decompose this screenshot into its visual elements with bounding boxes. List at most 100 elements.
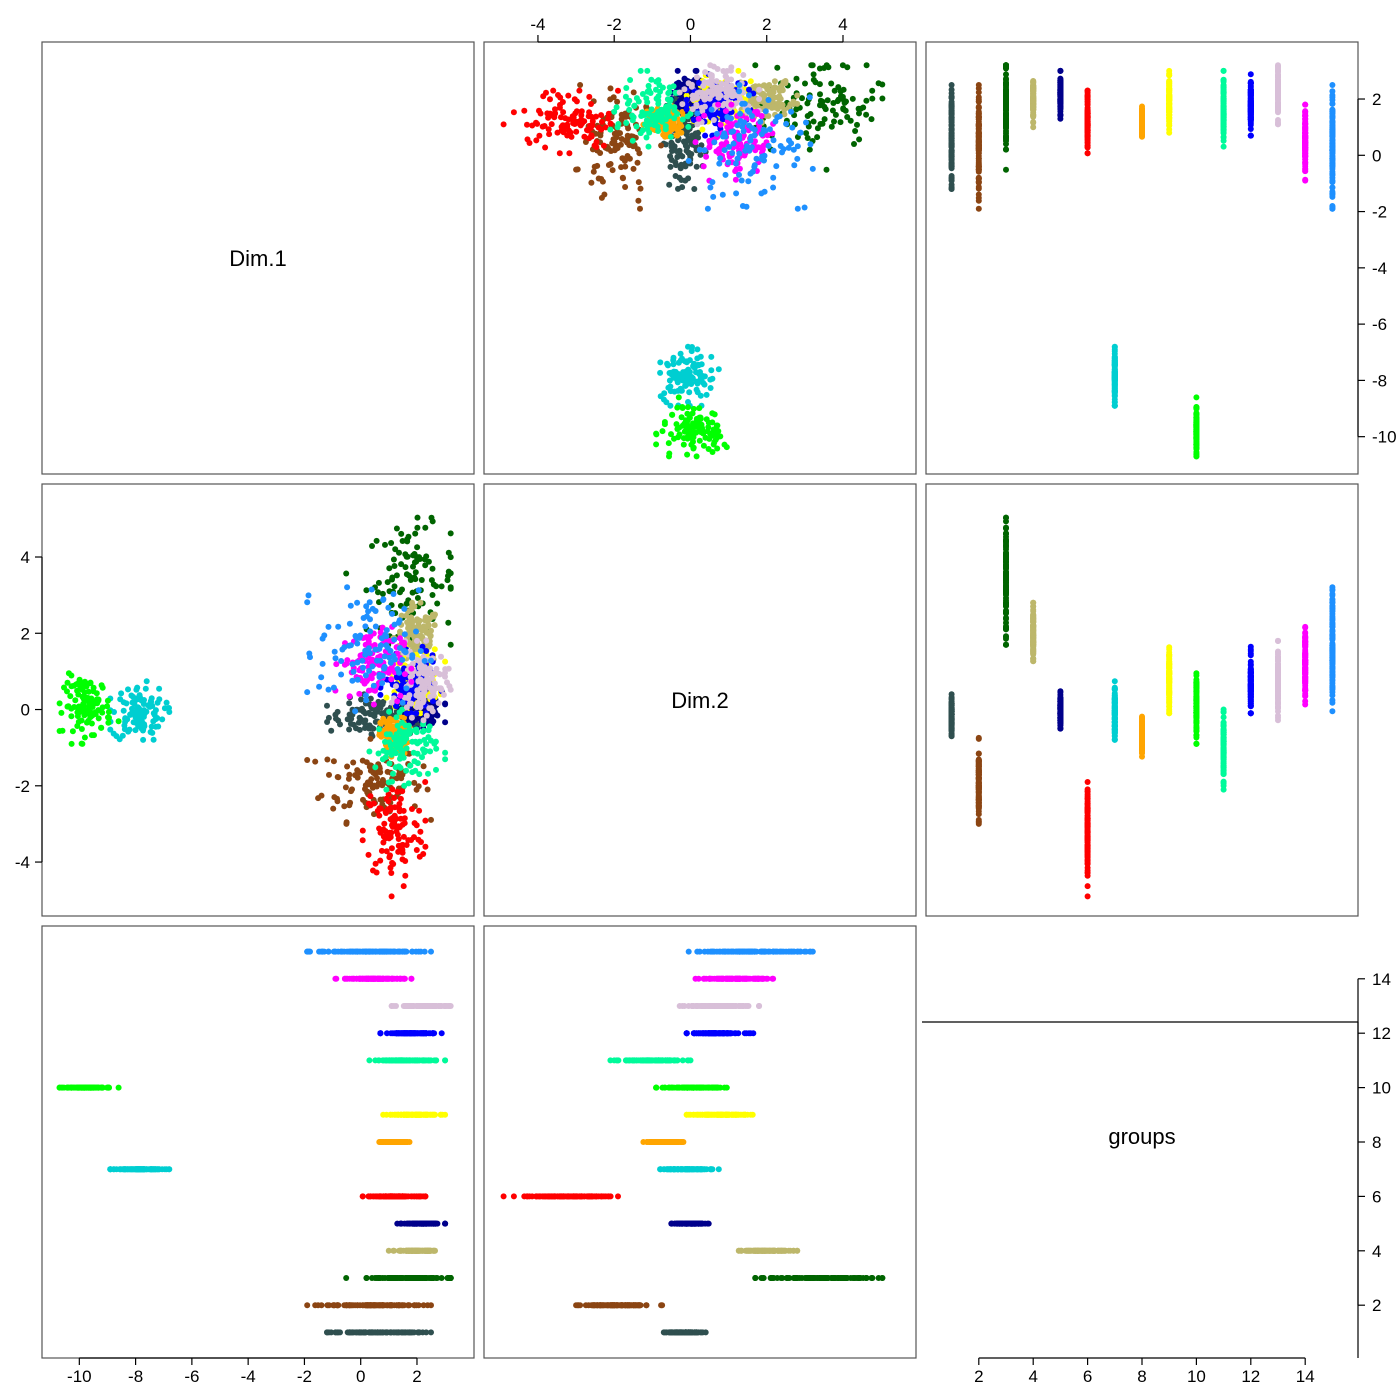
data-point [393, 828, 400, 835]
data-point [356, 714, 363, 721]
data-point [810, 118, 817, 125]
data-point [343, 820, 350, 827]
data-point [618, 164, 625, 171]
data-point [771, 104, 778, 111]
data-point [416, 1329, 423, 1336]
data-point [597, 150, 604, 156]
data-point [374, 705, 381, 712]
data-point [643, 1302, 650, 1309]
data-point [412, 569, 419, 576]
data-point [534, 120, 541, 127]
data-point [605, 162, 612, 168]
data-point [668, 157, 675, 163]
data-point [844, 1275, 851, 1281]
bottom-axis-col0-tick-label: -8 [128, 1367, 143, 1386]
data-point [657, 369, 664, 376]
data-point [405, 533, 412, 540]
data-point [948, 119, 955, 126]
data-point [350, 759, 357, 766]
data-point [715, 366, 722, 373]
data-point [510, 109, 517, 116]
data-point [416, 807, 423, 814]
data-point [802, 1275, 808, 1281]
data-point [526, 140, 533, 146]
data-point [948, 104, 955, 111]
data-point [657, 359, 664, 366]
data-point [614, 145, 621, 152]
data-point [975, 89, 982, 96]
data-point [831, 118, 837, 125]
data-point [869, 1275, 876, 1281]
right-axis-row3-tick-label: 10 [1372, 1079, 1391, 1098]
data-point [599, 178, 606, 185]
data-point [428, 816, 434, 823]
data-point [557, 101, 563, 108]
data-point [149, 1166, 156, 1173]
data-point [431, 622, 438, 629]
data-point [708, 353, 715, 360]
data-point [422, 843, 429, 850]
data-point [325, 714, 332, 721]
data-point [413, 1302, 420, 1309]
data-point [615, 1193, 621, 1200]
data-point [524, 121, 530, 128]
data-point [136, 692, 143, 699]
data-point [828, 80, 835, 87]
data-point [407, 577, 414, 583]
data-point [849, 95, 856, 102]
data-point [879, 1275, 886, 1281]
data-point [422, 1193, 429, 1200]
data-point [366, 1302, 373, 1309]
data-point [400, 833, 407, 840]
data-point [413, 1275, 420, 1281]
data-point [686, 389, 693, 396]
data-point [637, 185, 644, 192]
data-point [406, 1247, 413, 1254]
data-point [163, 699, 170, 706]
data-point [543, 89, 549, 96]
data-point [148, 695, 155, 702]
data-point [571, 96, 578, 103]
data-point [367, 793, 374, 800]
data-point [1111, 402, 1118, 409]
data-point [422, 817, 429, 824]
right-axis-row1-tick-label: -10 [1372, 428, 1397, 447]
data-point [1111, 692, 1118, 699]
data-point [331, 794, 338, 801]
data-point [1084, 833, 1091, 840]
data-point [1111, 678, 1118, 685]
data-point [854, 121, 860, 128]
data-point [701, 381, 708, 388]
data-point [1003, 626, 1009, 633]
data-point [599, 118, 605, 125]
data-point [806, 146, 813, 153]
data-point [152, 716, 159, 723]
data-point [601, 1302, 608, 1309]
data-point [362, 710, 369, 717]
data-point [342, 784, 349, 791]
data-point [1057, 695, 1064, 702]
data-point [1084, 114, 1091, 121]
data-point [634, 159, 641, 166]
data-point [1084, 798, 1091, 805]
data-point [379, 777, 386, 783]
data-point [975, 114, 982, 121]
diagonal-label-dim1: Dim.1 [229, 246, 286, 271]
data-point [422, 562, 429, 569]
data-point [383, 848, 390, 855]
data-point [388, 1302, 395, 1309]
data-point [423, 1329, 430, 1336]
data-point [156, 685, 163, 692]
data-point [591, 163, 598, 170]
data-point [657, 393, 664, 400]
data-point [975, 763, 982, 770]
bottom-axis-col2-tick-label: 6 [1083, 1367, 1092, 1386]
data-point [856, 110, 862, 117]
data-point [427, 1220, 434, 1227]
data-point [397, 1247, 403, 1254]
data-point [1003, 138, 1009, 144]
data-point [975, 205, 982, 212]
data-point [396, 549, 402, 556]
data-point [828, 123, 835, 130]
data-point [542, 144, 549, 151]
